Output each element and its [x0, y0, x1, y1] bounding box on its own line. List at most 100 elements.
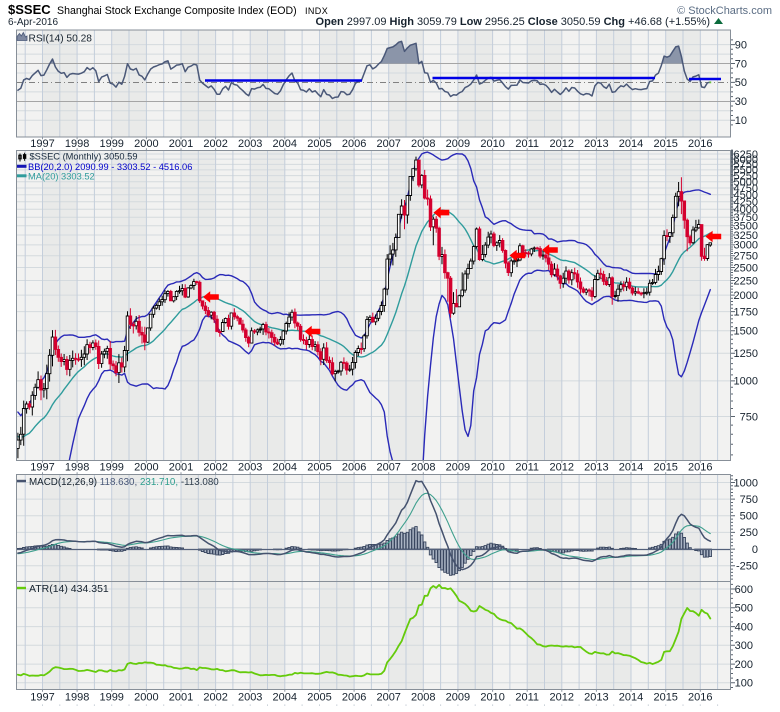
- svg-text:$SSEC (Monthly) 3050.59: $SSEC (Monthly) 3050.59: [30, 152, 138, 162]
- svg-text:2006: 2006: [342, 462, 366, 474]
- svg-text:MACD(12,26,9) 118.630, 231.710: MACD(12,26,9) 118.630, 231.710, -113.080: [29, 477, 219, 488]
- svg-text:4500: 4500: [734, 190, 758, 202]
- svg-text:6-Apr-2016: 6-Apr-2016: [8, 17, 58, 28]
- svg-text:2005: 2005: [307, 692, 331, 704]
- svg-text:5750: 5750: [734, 159, 758, 171]
- svg-text:5500: 5500: [734, 165, 758, 177]
- svg-text:2006: 2006: [342, 138, 366, 150]
- svg-text:2001: 2001: [169, 138, 193, 150]
- svg-text:2012: 2012: [550, 692, 574, 704]
- svg-text:250: 250: [740, 527, 758, 539]
- svg-text:© StockCharts.com: © StockCharts.com: [677, 5, 772, 17]
- svg-text:30: 30: [735, 96, 747, 108]
- svg-text:600: 600: [735, 584, 753, 596]
- svg-text:ATR(14) 434.351: ATR(14) 434.351: [29, 583, 109, 595]
- svg-text:1500: 1500: [734, 326, 758, 338]
- svg-text:400: 400: [735, 621, 753, 633]
- svg-text:2004: 2004: [273, 462, 297, 474]
- svg-text:2005: 2005: [307, 462, 331, 474]
- svg-text:3000: 3000: [734, 240, 758, 252]
- svg-text:2007: 2007: [376, 138, 400, 150]
- svg-text:MA(20) 3303.52: MA(20) 3303.52: [28, 172, 95, 182]
- svg-text:2500: 2500: [734, 262, 758, 274]
- svg-text:750: 750: [740, 494, 758, 506]
- svg-text:2010: 2010: [480, 692, 504, 704]
- svg-text:2013: 2013: [584, 462, 608, 474]
- svg-text:RSI(14) 50.28: RSI(14) 50.28: [29, 34, 93, 45]
- svg-text:1999: 1999: [99, 692, 123, 704]
- svg-text:2010: 2010: [480, 138, 504, 150]
- svg-text:2003: 2003: [238, 692, 262, 704]
- svg-text:10: 10: [735, 115, 747, 127]
- svg-text:750: 750: [740, 411, 758, 423]
- svg-text:3500: 3500: [734, 221, 758, 233]
- svg-text:6000: 6000: [734, 154, 758, 166]
- svg-text:500: 500: [740, 511, 758, 523]
- svg-text:2002: 2002: [203, 138, 227, 150]
- svg-text:500: 500: [735, 603, 753, 615]
- svg-text:2012: 2012: [550, 138, 574, 150]
- svg-text:5000: 5000: [734, 177, 758, 189]
- svg-text:2016: 2016: [688, 462, 712, 474]
- svg-text:2015: 2015: [653, 138, 677, 150]
- svg-text:2013: 2013: [584, 138, 608, 150]
- svg-text:2014: 2014: [619, 138, 643, 150]
- svg-text:3250: 3250: [734, 230, 758, 242]
- svg-text:2002: 2002: [203, 462, 227, 474]
- svg-text:200: 200: [735, 659, 753, 671]
- svg-text:1998: 1998: [65, 138, 89, 150]
- svg-text:2007: 2007: [376, 462, 400, 474]
- svg-text:2003: 2003: [238, 138, 262, 150]
- svg-text:2011: 2011: [515, 138, 539, 150]
- svg-text:2003: 2003: [238, 462, 262, 474]
- svg-text:2004: 2004: [273, 692, 297, 704]
- svg-text:2012: 2012: [550, 462, 574, 474]
- svg-text:2011: 2011: [515, 692, 539, 704]
- svg-text:2250: 2250: [734, 275, 758, 287]
- svg-text:2016: 2016: [688, 138, 712, 150]
- svg-text:2004: 2004: [273, 138, 297, 150]
- svg-text:$SSEC: $SSEC: [8, 2, 51, 17]
- svg-text:3750: 3750: [734, 212, 758, 224]
- svg-text:2750: 2750: [734, 251, 758, 263]
- svg-text:2002: 2002: [203, 692, 227, 704]
- svg-text:2001: 2001: [169, 692, 193, 704]
- svg-text:0: 0: [752, 544, 758, 556]
- svg-text:1999: 1999: [99, 462, 123, 474]
- svg-text:300: 300: [735, 640, 753, 652]
- svg-text:1750: 1750: [734, 306, 758, 318]
- svg-text:2007: 2007: [376, 692, 400, 704]
- svg-text:2006: 2006: [342, 692, 366, 704]
- svg-text:2001: 2001: [169, 462, 193, 474]
- svg-text:2014: 2014: [619, 692, 643, 704]
- svg-text:2009: 2009: [446, 138, 470, 150]
- svg-text:-250: -250: [736, 561, 758, 573]
- svg-text:1999: 1999: [99, 138, 123, 150]
- svg-text:1997: 1997: [30, 692, 54, 704]
- svg-text:4750: 4750: [734, 183, 758, 195]
- svg-text:2008: 2008: [411, 692, 435, 704]
- svg-text:1998: 1998: [65, 462, 89, 474]
- svg-text:2015: 2015: [653, 692, 677, 704]
- svg-text:1997: 1997: [30, 138, 54, 150]
- svg-text:4250: 4250: [734, 197, 758, 209]
- svg-text:1000: 1000: [734, 477, 758, 489]
- svg-text:2000: 2000: [734, 290, 758, 302]
- svg-text:2009: 2009: [446, 692, 470, 704]
- svg-text:2008: 2008: [411, 138, 435, 150]
- svg-text:50: 50: [735, 77, 747, 89]
- svg-text:2000: 2000: [134, 462, 158, 474]
- svg-text:2013: 2013: [584, 692, 608, 704]
- svg-text:Open 2997.09 High 3059.79 Low: Open 2997.09 High 3059.79 Low 2956.25 Cl…: [316, 16, 710, 28]
- svg-text:2005: 2005: [307, 138, 331, 150]
- svg-text:1997: 1997: [30, 462, 54, 474]
- svg-text:INDX: INDX: [305, 6, 328, 16]
- svg-text:6250: 6250: [734, 149, 758, 161]
- svg-text:5250: 5250: [734, 170, 758, 182]
- svg-text:2009: 2009: [446, 462, 470, 474]
- svg-text:2011: 2011: [515, 462, 539, 474]
- svg-text:2000: 2000: [134, 692, 158, 704]
- svg-text:Shanghai Stock Exchange Compos: Shanghai Stock Exchange Composite Index …: [57, 5, 297, 17]
- svg-text:2015: 2015: [653, 462, 677, 474]
- svg-text:BB(20,2.0) 2090.99 - 3303.52 -: BB(20,2.0) 2090.99 - 3303.52 - 4516.06: [28, 162, 192, 172]
